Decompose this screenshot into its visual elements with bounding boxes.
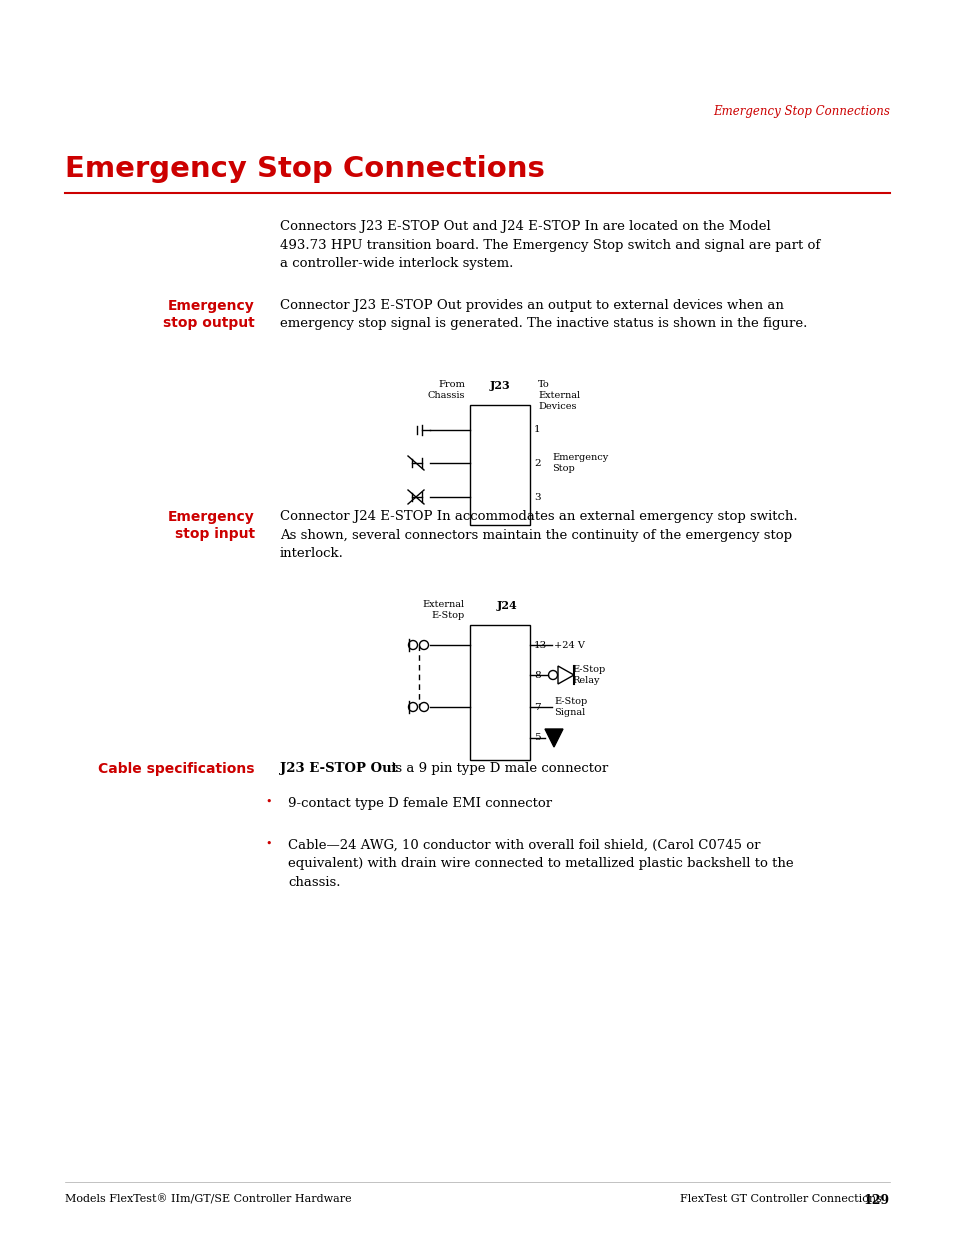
Text: is a 9 pin type D male connector: is a 9 pin type D male connector xyxy=(387,762,608,776)
Polygon shape xyxy=(544,729,562,747)
Text: 5: 5 xyxy=(534,734,540,742)
Text: •: • xyxy=(265,839,272,848)
Text: E-Stop
Relay: E-Stop Relay xyxy=(572,664,604,685)
Circle shape xyxy=(408,703,417,711)
Text: +24 V: +24 V xyxy=(554,641,584,650)
Text: 13: 13 xyxy=(534,641,547,650)
Text: E-Stop
Signal: E-Stop Signal xyxy=(554,697,587,718)
Text: 7: 7 xyxy=(534,703,540,711)
Text: 2: 2 xyxy=(534,458,540,468)
Text: To
External
Devices: To External Devices xyxy=(537,380,579,411)
Circle shape xyxy=(408,641,417,650)
Text: FlexTest GT Controller Connections: FlexTest GT Controller Connections xyxy=(679,1194,881,1204)
Circle shape xyxy=(548,671,557,679)
Text: External
E-Stop: External E-Stop xyxy=(422,600,464,620)
Text: •: • xyxy=(265,797,272,806)
Bar xyxy=(470,405,530,525)
Text: 3: 3 xyxy=(534,493,540,501)
Text: Emergency
Stop: Emergency Stop xyxy=(552,453,608,473)
Text: J23: J23 xyxy=(489,380,510,391)
Text: 1: 1 xyxy=(534,426,540,435)
Text: Emergency
stop input: Emergency stop input xyxy=(168,510,254,541)
Text: J23 E-STOP Out: J23 E-STOP Out xyxy=(280,762,397,776)
Text: Emergency Stop Connections: Emergency Stop Connections xyxy=(713,105,889,119)
Text: Emergency Stop Connections: Emergency Stop Connections xyxy=(65,156,544,183)
Text: 9-contact type D female EMI connector: 9-contact type D female EMI connector xyxy=(288,797,552,810)
Text: 8: 8 xyxy=(534,671,540,679)
Circle shape xyxy=(419,703,428,711)
Bar xyxy=(470,625,530,760)
Text: Connector J24 E-STOP In accommodates an external emergency stop switch.
As shown: Connector J24 E-STOP In accommodates an … xyxy=(280,510,797,559)
Circle shape xyxy=(419,641,428,650)
Text: Cable—24 AWG, 10 conductor with overall foil shield, (Carol C0745 or
equivalent): Cable—24 AWG, 10 conductor with overall … xyxy=(288,839,793,889)
Text: Connectors J23 E-STOP Out and J24 E-STOP In are located on the Model
493.73 HPU : Connectors J23 E-STOP Out and J24 E-STOP… xyxy=(280,220,820,270)
Text: Connector J23 E-STOP Out provides an output to external devices when an
emergenc: Connector J23 E-STOP Out provides an out… xyxy=(280,299,806,331)
Text: J24: J24 xyxy=(497,600,517,611)
Text: Models FlexTest® IIm/GT/SE Controller Hardware: Models FlexTest® IIm/GT/SE Controller Ha… xyxy=(65,1194,352,1204)
Text: Cable specifications: Cable specifications xyxy=(98,762,254,776)
Text: 129: 129 xyxy=(863,1194,889,1207)
Text: From
Chassis: From Chassis xyxy=(427,380,464,400)
Text: Emergency
stop output: Emergency stop output xyxy=(163,299,254,330)
